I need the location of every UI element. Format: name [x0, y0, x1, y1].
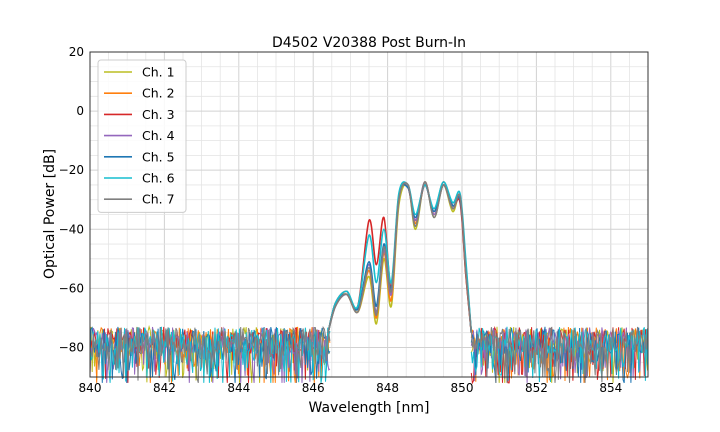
y-tick-label: 0 — [76, 104, 84, 118]
x-tick-label: 840 — [79, 381, 102, 395]
plot-frame — [89, 51, 649, 378]
axes — [89, 51, 649, 378]
series-line-7 — [327, 181, 473, 333]
y-tick-label: −80 — [59, 340, 84, 354]
x-tick-label: 844 — [227, 381, 250, 395]
x-axis-label: Wavelength [nm] — [309, 400, 430, 416]
y-tick-label: 20 — [69, 45, 84, 59]
x-tick-label: 850 — [451, 381, 474, 395]
noise-floor — [89, 324, 649, 385]
y-tick-label: −60 — [59, 281, 84, 295]
noise-trace-right-7 — [470, 326, 649, 383]
legend: Ch. 1 Ch. 2 Ch. 3 Ch. 4 Ch. 5 Ch. 6 Ch. 7 — [97, 59, 187, 213]
legend-box — [97, 59, 187, 213]
noise-trace-left-7 — [89, 325, 331, 384]
x-tick-label: 846 — [302, 381, 325, 395]
legend-label-2: Ch. 2 — [142, 86, 175, 101]
legend-label-1: Ch. 1 — [142, 65, 175, 80]
y-tick-label: −40 — [59, 222, 84, 236]
x-tick-label: 854 — [599, 381, 622, 395]
y-axis-label: Optical Power [dB] — [42, 149, 58, 279]
series-line-6 — [327, 181, 473, 333]
y-tick-label: −20 — [59, 163, 84, 177]
y-tick-labels: −80 −60 −40 −20 0 20 — [59, 45, 84, 354]
legend-label-4: Ch. 4 — [142, 128, 175, 143]
noise-trace-left-6 — [89, 326, 331, 383]
series-lines — [327, 181, 473, 333]
x-tick-label: 848 — [376, 381, 399, 395]
noise-trace-right-6 — [470, 326, 649, 383]
x-tick-label: 842 — [153, 381, 176, 395]
x-tick-labels: 840 842 844 846 848 850 852 854 — [79, 381, 623, 395]
legend-label-7: Ch. 7 — [142, 192, 175, 207]
legend-label-5: Ch. 5 — [142, 149, 175, 164]
chart-title: D4502 V20388 Post Burn-In — [272, 35, 466, 51]
x-tick-label: 852 — [525, 381, 548, 395]
legend-label-3: Ch. 3 — [142, 107, 175, 122]
legend-label-6: Ch. 6 — [142, 171, 175, 186]
